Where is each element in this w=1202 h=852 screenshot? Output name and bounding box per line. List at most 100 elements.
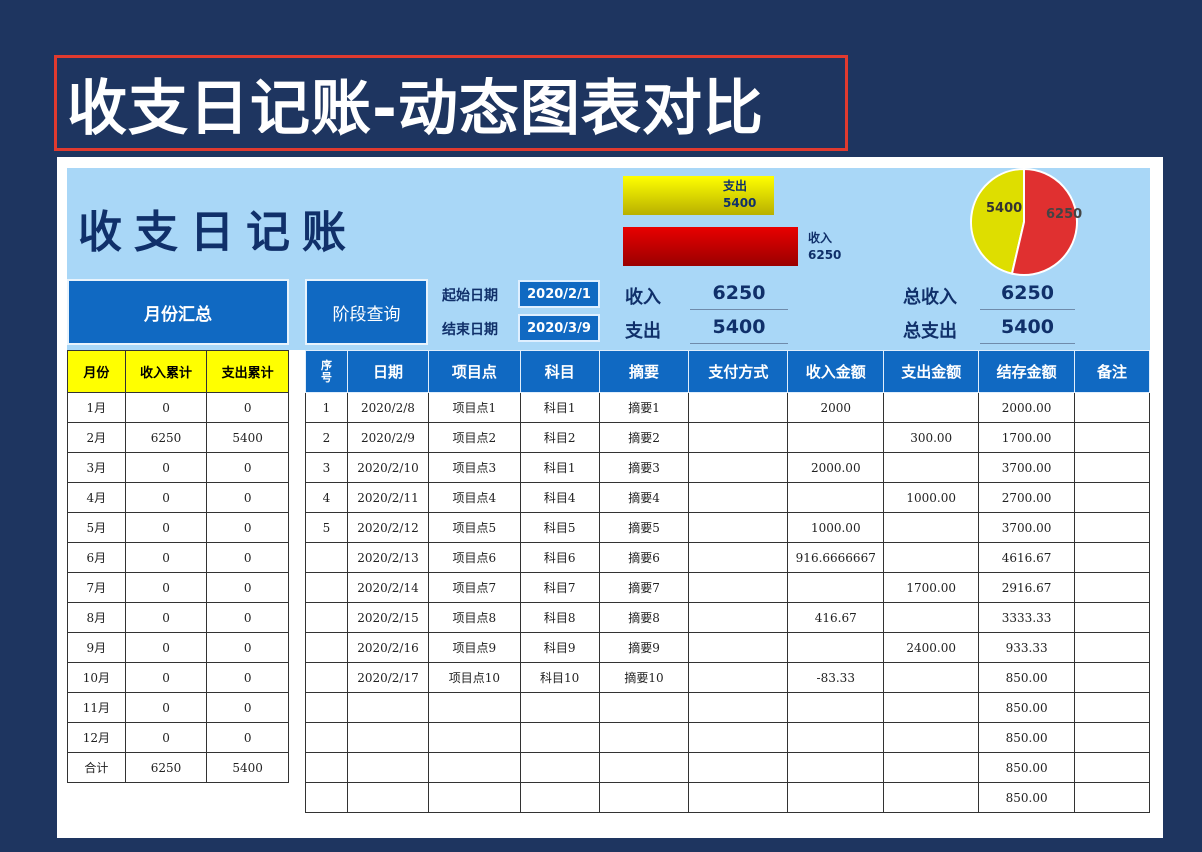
table-cell[interactable]: 2400.00: [883, 632, 980, 663]
table-cell[interactable]: [688, 632, 789, 663]
table-cell[interactable]: 摘要9: [598, 632, 690, 663]
table-cell[interactable]: [883, 692, 980, 723]
table-cell[interactable]: 科目1: [519, 392, 600, 423]
table-cell[interactable]: [305, 542, 348, 573]
monthly-summary-button[interactable]: 月份汇总: [67, 279, 289, 345]
table-cell[interactable]: [883, 722, 980, 753]
table-cell[interactable]: [688, 692, 789, 723]
table-cell[interactable]: [787, 482, 885, 513]
end-date-input[interactable]: 2020/3/9: [518, 314, 600, 342]
table-cell[interactable]: [688, 542, 789, 573]
table-cell[interactable]: 3333.33: [978, 602, 1076, 633]
table-cell[interactable]: 项目点1: [427, 392, 521, 423]
table-cell[interactable]: 摘要5: [598, 512, 690, 543]
table-cell[interactable]: 1: [305, 392, 348, 423]
table-cell[interactable]: [787, 782, 885, 813]
table-cell[interactable]: [1074, 422, 1150, 453]
table-cell[interactable]: 0: [124, 602, 208, 633]
table-cell[interactable]: 1700.00: [978, 422, 1076, 453]
table-cell[interactable]: 0: [124, 632, 208, 663]
table-cell[interactable]: 2020/2/9: [346, 422, 429, 453]
table-cell[interactable]: 3: [305, 452, 348, 483]
table-cell[interactable]: 2000: [787, 392, 885, 423]
table-cell[interactable]: [1074, 752, 1150, 783]
table-cell[interactable]: 5400: [206, 422, 289, 453]
table-cell[interactable]: 项目点9: [427, 632, 521, 663]
table-cell[interactable]: [346, 692, 429, 723]
period-query-button[interactable]: 阶段查询: [305, 279, 428, 345]
table-cell[interactable]: 2020/2/17: [346, 662, 429, 693]
table-cell[interactable]: [305, 572, 348, 603]
table-cell[interactable]: 摘要6: [598, 542, 690, 573]
table-cell[interactable]: 0: [206, 392, 289, 423]
table-cell[interactable]: [688, 512, 789, 543]
table-cell[interactable]: 摘要3: [598, 452, 690, 483]
table-cell[interactable]: 0: [206, 512, 289, 543]
table-cell[interactable]: 摘要7: [598, 572, 690, 603]
table-cell[interactable]: [346, 782, 429, 813]
table-cell[interactable]: 5400: [206, 752, 289, 783]
table-cell[interactable]: 0: [124, 542, 208, 573]
table-cell[interactable]: [427, 782, 521, 813]
table-cell[interactable]: [688, 482, 789, 513]
table-cell[interactable]: [1074, 632, 1150, 663]
table-cell[interactable]: 2020/2/12: [346, 512, 429, 543]
table-cell[interactable]: 10月: [67, 662, 126, 693]
table-cell[interactable]: 科目7: [519, 572, 600, 603]
table-cell[interactable]: 项目点4: [427, 482, 521, 513]
table-cell[interactable]: 300.00: [883, 422, 980, 453]
table-cell[interactable]: [305, 602, 348, 633]
table-cell[interactable]: 850.00: [978, 752, 1076, 783]
table-cell[interactable]: 2020/2/15: [346, 602, 429, 633]
table-cell[interactable]: [305, 692, 348, 723]
table-cell[interactable]: [519, 752, 600, 783]
table-cell[interactable]: 0: [206, 452, 289, 483]
table-cell[interactable]: 摘要1: [598, 392, 690, 423]
table-cell[interactable]: 项目点7: [427, 572, 521, 603]
table-cell[interactable]: 项目点2: [427, 422, 521, 453]
table-cell[interactable]: 850.00: [978, 692, 1076, 723]
table-cell[interactable]: [1074, 542, 1150, 573]
table-cell[interactable]: 摘要4: [598, 482, 690, 513]
table-cell[interactable]: [688, 422, 789, 453]
table-cell[interactable]: 科目5: [519, 512, 600, 543]
table-cell[interactable]: 0: [206, 572, 289, 603]
table-cell[interactable]: [598, 752, 690, 783]
table-cell[interactable]: [1074, 782, 1150, 813]
table-cell[interactable]: 2020/2/16: [346, 632, 429, 663]
table-cell[interactable]: 6250: [124, 752, 208, 783]
table-cell[interactable]: [346, 722, 429, 753]
table-cell[interactable]: 7月: [67, 572, 126, 603]
table-cell[interactable]: [883, 452, 980, 483]
table-cell[interactable]: 项目点10: [427, 662, 521, 693]
table-cell[interactable]: 项目点3: [427, 452, 521, 483]
table-cell[interactable]: 2916.67: [978, 572, 1076, 603]
table-cell[interactable]: 项目点8: [427, 602, 521, 633]
table-cell[interactable]: 0: [124, 692, 208, 723]
table-cell[interactable]: [787, 572, 885, 603]
table-cell[interactable]: [688, 662, 789, 693]
table-cell[interactable]: 科目8: [519, 602, 600, 633]
table-cell[interactable]: [688, 452, 789, 483]
table-cell[interactable]: [598, 722, 690, 753]
table-cell[interactable]: [688, 782, 789, 813]
table-cell[interactable]: 2700.00: [978, 482, 1076, 513]
table-cell[interactable]: [787, 632, 885, 663]
table-cell[interactable]: 科目6: [519, 542, 600, 573]
table-cell[interactable]: 1700.00: [883, 572, 980, 603]
table-cell[interactable]: 4616.67: [978, 542, 1076, 573]
table-cell[interactable]: [883, 602, 980, 633]
table-cell[interactable]: 项目点5: [427, 512, 521, 543]
table-cell[interactable]: 850.00: [978, 782, 1076, 813]
table-cell[interactable]: 2000.00: [978, 392, 1076, 423]
table-cell[interactable]: [346, 752, 429, 783]
table-cell[interactable]: 933.33: [978, 632, 1076, 663]
start-date-input[interactable]: 2020/2/1: [518, 280, 600, 308]
table-cell[interactable]: [1074, 482, 1150, 513]
table-cell[interactable]: [883, 542, 980, 573]
table-cell[interactable]: 0: [124, 722, 208, 753]
table-cell[interactable]: [1074, 722, 1150, 753]
table-cell[interactable]: [787, 692, 885, 723]
table-cell[interactable]: 摘要10: [598, 662, 690, 693]
table-cell[interactable]: 5月: [67, 512, 126, 543]
